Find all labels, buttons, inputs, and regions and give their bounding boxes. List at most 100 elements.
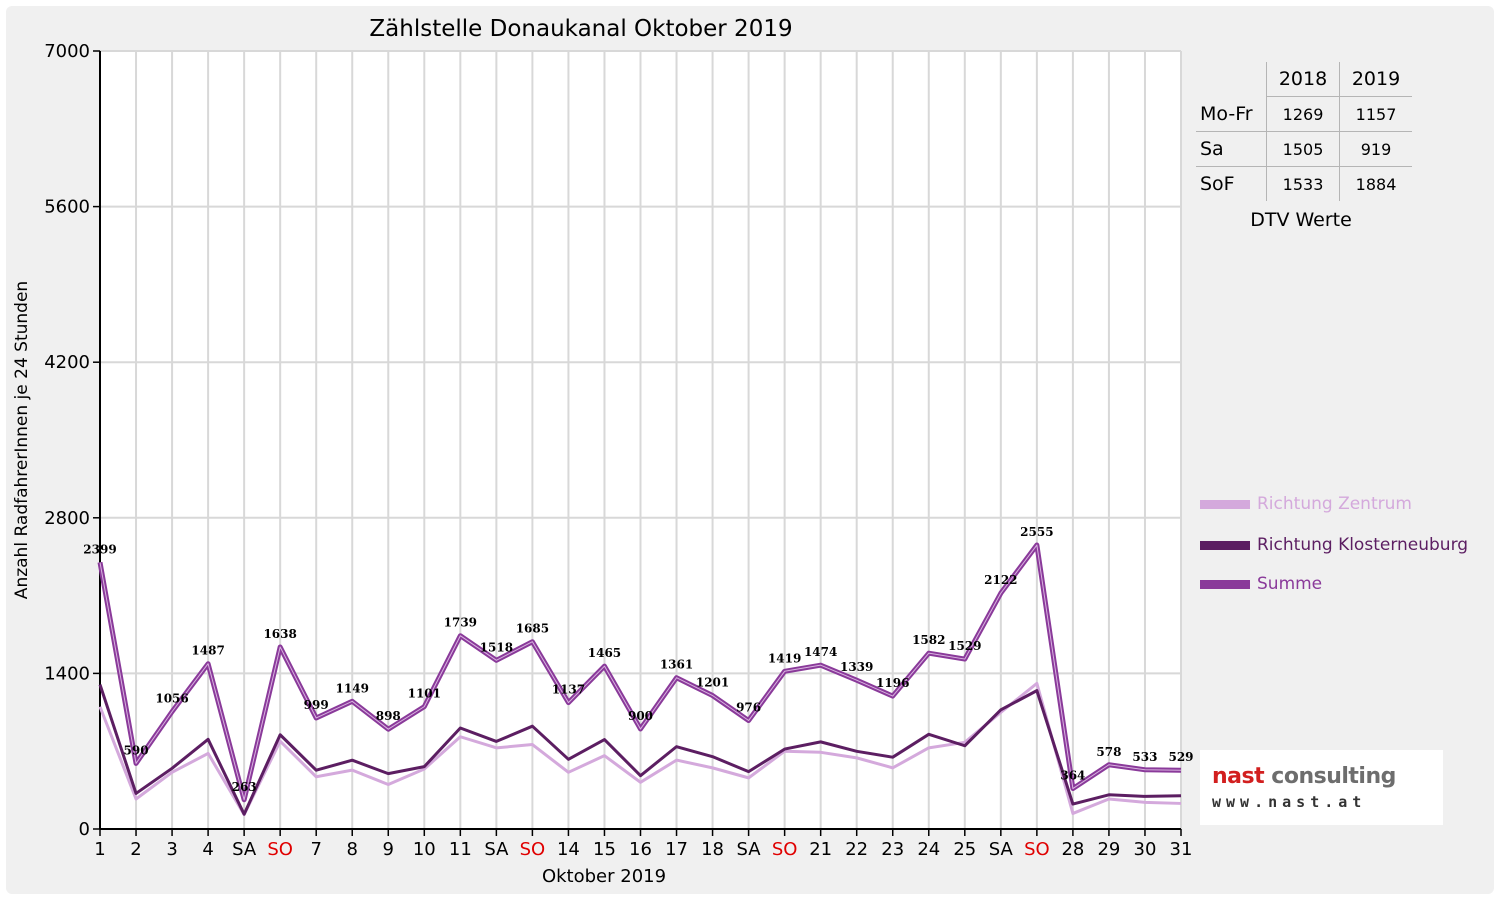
data-label: 1361 (660, 658, 693, 672)
x-tick-label: SA (484, 839, 509, 860)
legend-item-richtung-zentrum: Richtung Zentrum (1200, 494, 1412, 514)
x-tick-label: 21 (809, 839, 832, 860)
series-line-richtung-klosterneuburg (98, 684, 1182, 816)
logo-nast: nast (1212, 764, 1265, 789)
data-label: 1638 (263, 627, 296, 641)
y-tick-label: 0 (79, 819, 90, 840)
data-label: 1529 (948, 639, 981, 653)
data-label: 976 (736, 701, 761, 715)
x-tick-label: SA (989, 839, 1014, 860)
x-tick-label: 25 (953, 839, 976, 860)
dtv-header-blank (1196, 62, 1267, 97)
data-label: 1056 (155, 692, 188, 706)
dtv-row-sof: SoF 1533 1884 (1196, 166, 1412, 201)
dtv-caption: DTV Werte (1250, 209, 1352, 231)
x-tick-label: 31 (1170, 839, 1193, 860)
x-tick-label: 30 (1134, 839, 1157, 860)
dtv-header-2019: 2019 (1339, 62, 1412, 97)
data-label: 2122 (984, 573, 1017, 587)
data-label: 2399 (83, 542, 116, 556)
data-label: 1339 (840, 660, 873, 674)
dtv-header-row: 2018 2019 (1196, 62, 1412, 97)
series-line-summe-highlight (99, 544, 1182, 801)
legend-swatch (1200, 540, 1250, 550)
x-tick-label: 3 (166, 839, 177, 860)
data-label: 1149 (336, 681, 369, 695)
dtv-value-2018: 1533 (1265, 166, 1340, 201)
x-tick-label: 14 (557, 839, 580, 860)
y-tick-label: 5600 (44, 197, 90, 218)
x-tick-label: 22 (845, 839, 868, 860)
x-tick-label: SO (520, 839, 546, 860)
x-tick-label: 24 (917, 839, 940, 860)
x-axis-label: Oktober 2019 (542, 866, 666, 887)
logo-url: www.nast.at (1212, 793, 1367, 811)
data-label: 1582 (912, 633, 945, 647)
y-tick-label: 4200 (44, 352, 90, 373)
x-tick-label: SO (267, 839, 293, 860)
x-tick-label: 18 (701, 839, 724, 860)
x-tick-label: 16 (629, 839, 652, 860)
x-tick-label: 4 (202, 839, 213, 860)
data-label: 578 (1096, 745, 1121, 759)
chart-title: Zählstelle Donaukanal Oktober 2019 (369, 16, 792, 42)
y-tick-label: 7000 (44, 41, 90, 62)
data-label: 529 (1168, 750, 1193, 764)
legend-item-summe: Summe (1200, 574, 1322, 594)
data-label: 590 (124, 743, 149, 757)
data-label: 533 (1132, 750, 1157, 764)
y-tick-label: 1400 (44, 663, 90, 684)
legend-item-richtung-klosterneuburg: Richtung Klosterneuburg (1200, 535, 1468, 555)
x-tick-label: 15 (593, 839, 616, 860)
legend-swatch (1200, 579, 1250, 589)
x-axis-ticks: 1 2 3 4 SA SO 7 8 9 10 11 SA SO 14 15 16 17 18 SA SO 21 22 23 2… (94, 829, 1192, 860)
x-tick-label: 1 (94, 839, 105, 860)
data-label: 1685 (516, 622, 549, 636)
series-line-richtung-zentrum (98, 681, 1182, 817)
dtv-value-2018: 1505 (1265, 131, 1340, 167)
x-tick-label: SA (232, 839, 257, 860)
dtv-value-2019: 1157 (1339, 96, 1412, 132)
dtv-row-sa: Sa 1505 919 (1196, 131, 1412, 167)
x-tick-label: 23 (881, 839, 904, 860)
dtv-header-2018: 2018 (1265, 62, 1340, 97)
legend-label: Richtung Klosterneuburg (1257, 535, 1469, 555)
company-logo: nast consulting www.nast.at (1200, 750, 1443, 825)
dtv-row-mo-fr: Mo-Fr 1269 1157 (1196, 96, 1412, 132)
data-label: 263 (232, 780, 257, 794)
data-label: 1101 (408, 687, 441, 701)
legend-label: Summe (1257, 574, 1323, 594)
data-label: 1465 (588, 646, 621, 660)
legend-swatch (1200, 499, 1250, 509)
dtv-row-label: SoF (1200, 173, 1235, 195)
x-tick-label: 8 (347, 839, 358, 860)
x-tick-label: 10 (413, 839, 436, 860)
x-tick-label: 29 (1097, 839, 1120, 860)
data-label: 1196 (876, 676, 909, 690)
x-tick-label: SO (772, 839, 798, 860)
data-label: 1419 (768, 651, 801, 665)
data-label: 900 (628, 709, 653, 723)
data-label: 2555 (1020, 525, 1053, 539)
logo-wordmark: nast consulting (1212, 764, 1396, 789)
y-axis-label: Anzahl RadfahrerInnen je 24 Stunden (12, 281, 32, 599)
data-label: 898 (376, 709, 401, 723)
x-tick-label: 9 (383, 839, 394, 860)
logo-consulting: consulting (1264, 764, 1396, 789)
data-label: 1201 (696, 676, 729, 690)
y-tick-label: 2800 (44, 508, 90, 529)
data-label: 364 (1060, 769, 1085, 783)
legend-label: Richtung Zentrum (1257, 494, 1412, 514)
x-tick-label: 17 (665, 839, 688, 860)
dtv-value-2018: 1269 (1265, 96, 1340, 132)
dtv-value-2019: 919 (1339, 131, 1412, 167)
data-label: 1739 (444, 616, 477, 630)
dtv-row-label: Mo-Fr (1196, 96, 1267, 132)
x-tick-label: 11 (449, 839, 472, 860)
data-labels: 2399 590 1056 1487 263 1638 999 1149 898 1101 1739… (83, 525, 1193, 794)
dtv-table: 2018 2019 Mo-Fr 1269 1157 Sa 1505 919 So… (1196, 62, 1412, 201)
x-tick-label: 2 (130, 839, 141, 860)
grid-lines (100, 50, 1182, 829)
data-label: 1487 (191, 644, 224, 658)
